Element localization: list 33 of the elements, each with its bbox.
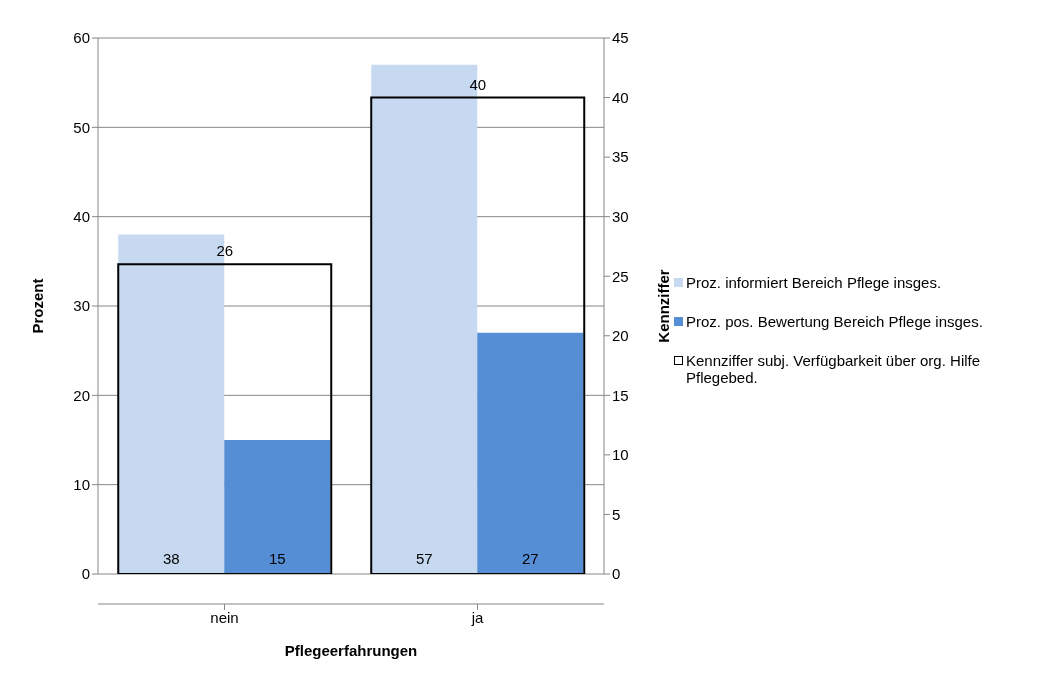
y2-tick-label: 40 [612, 88, 629, 106]
y2-tick-label: 25 [612, 267, 629, 285]
bar [477, 332, 584, 574]
x-tick-label: nein [210, 608, 239, 626]
y-axis-title: Prozent [29, 278, 47, 334]
data-label: 38 [162, 550, 180, 567]
y2-tick-label: 30 [612, 207, 629, 225]
data-label: 26 [216, 242, 234, 260]
y-tick-label: 20 [73, 386, 90, 404]
y-tick-label: 30 [73, 297, 90, 315]
y-tick-label: 40 [73, 207, 90, 225]
x-axis-title: Pflegeerfahrungen [284, 642, 418, 659]
bar [224, 440, 331, 574]
y-tick-label: 0 [81, 565, 90, 583]
x-tick-label: ja [470, 608, 484, 626]
y-tick-label: 60 [73, 29, 90, 47]
data-label: 57 [415, 550, 433, 567]
y-tick-label: 50 [73, 118, 90, 136]
y-tick-label: 10 [73, 475, 90, 493]
y2-tick-label: 0 [612, 565, 621, 583]
legend-label: Proz. informiert Bereich Pflege insges. [686, 274, 942, 291]
y2-tick-label: 15 [612, 386, 629, 404]
y2-tick-label: 20 [612, 327, 629, 345]
y2-tick-label: 5 [612, 505, 621, 523]
y2-tick-label: 10 [612, 446, 629, 464]
data-label: 15 [268, 550, 286, 567]
data-label: 27 [521, 550, 539, 567]
y2-tick-label: 35 [612, 148, 629, 166]
legend-label: Kennziffer subj. Verfügbarkeit über org. Hilfe Pflegebed. [686, 352, 982, 386]
y2-axis-title: Kennziffer [655, 269, 673, 343]
legend-label: Proz. pos. Bewertung Bereich Pflege insges. [686, 313, 983, 330]
y2-tick-label: 45 [612, 29, 629, 47]
data-label: 40 [469, 75, 487, 93]
